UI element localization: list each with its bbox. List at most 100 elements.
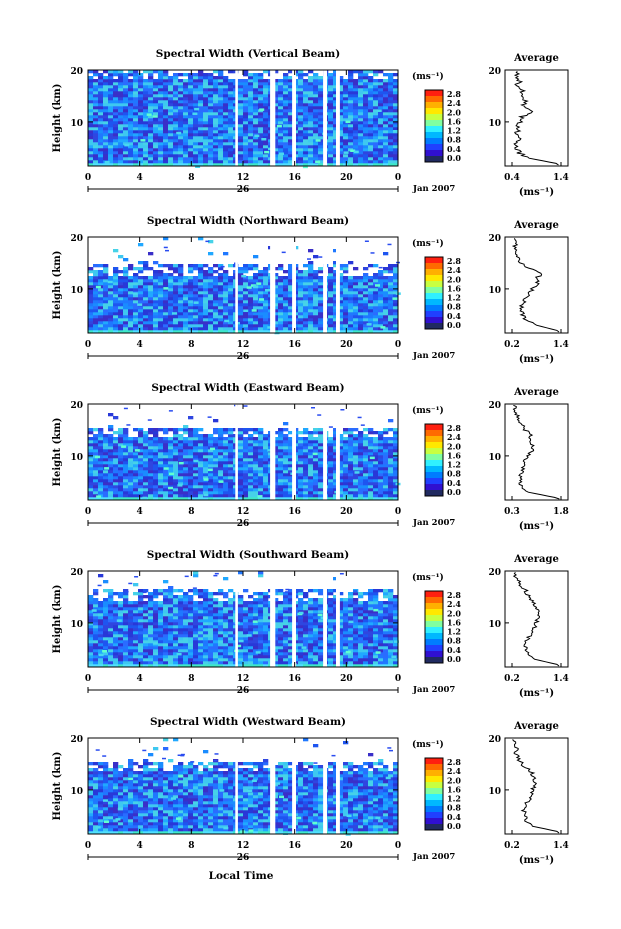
heatmap-cell [343,282,349,286]
heatmap-cell [358,73,364,77]
heatmap-cell [283,136,289,140]
heatmap-cell [218,300,224,304]
heatmap-cell [98,94,104,98]
heatmap-cell [278,315,284,319]
heatmap-cell [313,118,319,122]
heatmap-cell [103,109,109,113]
heatmap-cell [258,467,264,471]
heatmap-cell [318,103,324,107]
colorbar-segment [425,424,443,431]
heatmap-cell [183,282,189,286]
heatmap-cell [312,452,318,456]
heatmap-cell [213,428,219,432]
heatmap-cell [378,100,384,104]
heatmap-cell [183,485,189,489]
heatmap-cell [283,476,289,480]
heatmap-cell [348,312,354,316]
heatmap-cell [163,76,169,80]
heatmap-cell [278,321,284,325]
heatmap-cell [148,306,154,310]
heatmap-cell [183,127,189,131]
heatmap-cell [273,145,279,149]
heatmap-cell [353,321,359,325]
heatmap-cell [123,94,129,98]
heatmap-cell [168,100,174,104]
heatmap-cell [108,312,114,316]
heatmap-cell [153,103,159,107]
heatmap-cell [393,479,399,483]
heatmap-cell [133,443,139,447]
heatmap-cell [223,136,229,140]
heatmap-cell [168,112,174,116]
heatmap-cell [333,276,339,280]
heatmap-cell [243,133,249,137]
heatmap-cell [288,264,294,268]
heatmap-cell [363,330,369,334]
heatmap-cell [348,115,354,119]
heatmap-cell [143,327,149,331]
heatmap-cell [148,479,154,483]
heatmap-cell [373,437,379,441]
heatmap-cell [153,124,159,128]
heatmap-cell [318,482,324,486]
heatmap-cell [158,449,164,453]
heatmap-cell [153,446,159,450]
heatmap-cell [124,143,130,147]
heatmap-cell [103,145,109,149]
heatmap-cell [333,288,339,292]
heatmap-cell [203,127,209,131]
heatmap-cell [88,309,94,313]
heatmap-cell [98,160,104,164]
heatmap-cell [203,285,209,289]
heatmap-cell [308,109,314,113]
heatmap-cell [298,115,304,119]
heatmap-cell [88,431,94,435]
heatmap-cell [143,494,149,498]
heatmap-cell [273,157,279,161]
heatmap-cell [363,321,369,325]
heatmap-cell [363,73,369,77]
heatmap-cell [228,163,234,167]
heatmap-cell [308,464,314,468]
heatmap-cell [98,288,104,292]
heatmap-cell [368,464,374,468]
heatmap-cell [328,82,334,86]
heatmap-cell [258,446,264,450]
heatmap-cell [193,318,199,322]
heatmap-cell [98,470,104,474]
heatmap-cell [198,97,204,101]
heatmap-cell [133,130,139,134]
heatmap-cell [241,274,247,278]
heatmap-cell [283,121,289,125]
heatmap-cell [308,85,314,89]
heatmap-cell [228,324,234,328]
heatmap-cell [298,297,304,301]
heatmap-cell [353,285,359,289]
heatmap-cell [368,285,374,289]
heatmap-cell [338,130,344,134]
heatmap-cell [338,443,344,447]
heatmap-cell [363,160,369,164]
heatmap-cell [383,482,389,486]
heatmap-cell [138,458,144,462]
heatmap-cell [173,485,179,489]
heatmap-cell [220,265,225,268]
heatmap-cell [363,157,369,161]
heatmap-cell [288,321,294,325]
heatmap-cell [328,437,334,441]
data-gap [235,404,238,500]
heatmap-cell [228,461,234,465]
heatmap-cell [368,449,374,453]
heatmap-cell [153,479,159,483]
heatmap-cell [298,282,304,286]
heatmap-cell [338,452,344,456]
heatmap-cell [193,160,199,164]
heatmap-cell [308,157,314,161]
heatmap-cell [168,449,174,453]
heatmap-cell [133,118,139,122]
heatmap-cell [163,458,169,462]
heatmap-cell [168,142,174,146]
heatmap-cell [208,136,214,140]
heatmap-cell [243,324,249,328]
heatmap-cell [303,136,309,140]
